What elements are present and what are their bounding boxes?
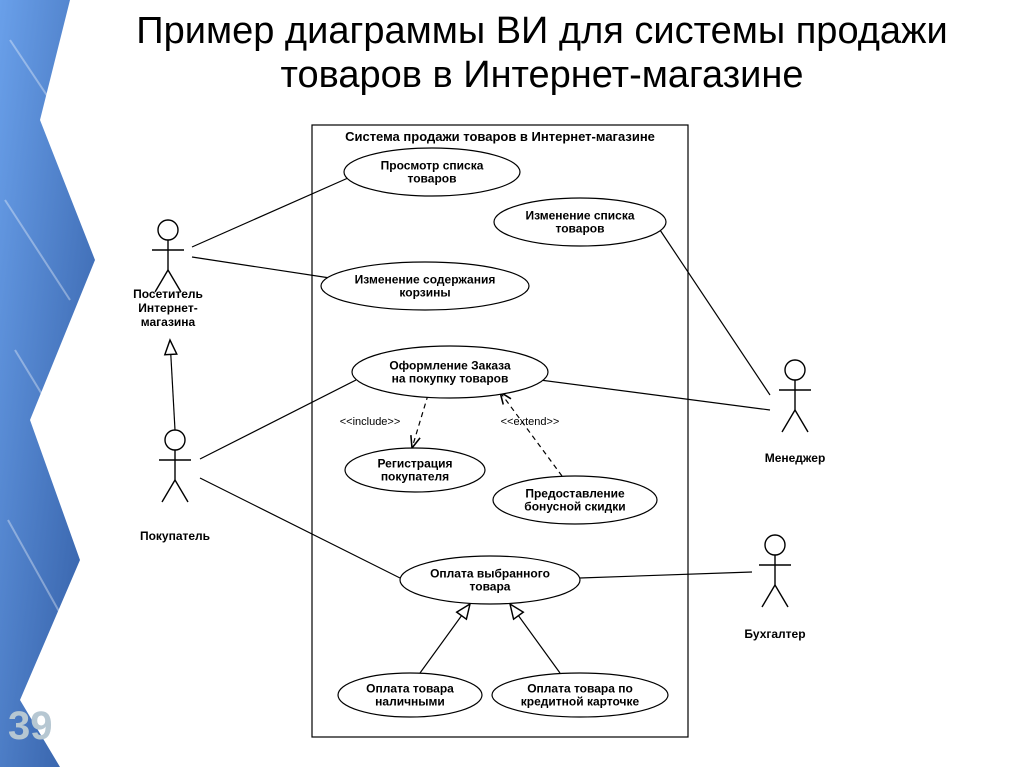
association-line (192, 178, 348, 247)
svg-text:Бухгалтер: Бухгалтер (744, 627, 805, 641)
svg-text:Предоставление: Предоставление (525, 487, 625, 501)
slide-title: Пример диаграммы ВИ для системы продажи … (120, 10, 964, 97)
dependency-line (412, 395, 428, 448)
association-line (192, 257, 330, 278)
svg-text:Изменение содержания: Изменение содержания (355, 273, 496, 287)
svg-text:Посетитель: Посетитель (133, 287, 203, 301)
svg-text:Покупатель: Покупатель (140, 529, 210, 543)
association-line (200, 380, 356, 459)
generalization-line (510, 604, 560, 673)
page-number: 39 (8, 704, 53, 749)
svg-text:Оплата товара по: Оплата товара по (527, 682, 633, 696)
svg-text:Просмотр списка: Просмотр списка (381, 159, 484, 173)
svg-text:Оформление Заказа: Оформление Заказа (389, 359, 511, 373)
svg-text:кредитной карточке: кредитной карточке (521, 695, 640, 709)
svg-text:Оплата товара: Оплата товара (366, 682, 454, 696)
svg-text:товара: товара (470, 580, 511, 594)
actor-accountant (759, 535, 791, 607)
svg-text:Интернет-: Интернет- (138, 301, 197, 315)
association-line (200, 478, 400, 578)
svg-text:товаров: товаров (556, 222, 605, 236)
slide: Пример диаграммы ВИ для системы продажи … (0, 0, 1024, 767)
svg-text:магазина: магазина (141, 315, 196, 329)
svg-text:Система продажи товаров в Инте: Система продажи товаров в Интернет-магаз… (345, 129, 655, 144)
actor-visitor (152, 220, 184, 292)
association-line (660, 230, 770, 395)
svg-text:Изменение списка: Изменение списка (525, 209, 634, 223)
svg-text:на покупку товаров: на покупку товаров (392, 372, 509, 386)
actor-customer (159, 430, 191, 502)
generalization-line (420, 604, 470, 673)
actor-generalization (170, 340, 175, 430)
svg-text:корзины: корзины (399, 286, 450, 300)
svg-text:Оплата выбранного: Оплата выбранного (430, 567, 550, 581)
use-case-diagram: Система продажи товаров в Интернет-магаз… (0, 0, 1024, 767)
svg-text:<<extend>>: <<extend>> (501, 416, 560, 428)
svg-text:Менеджер: Менеджер (765, 451, 826, 465)
svg-text:покупателя: покупателя (381, 470, 449, 484)
svg-text:наличными: наличными (375, 695, 445, 709)
svg-text:товаров: товаров (408, 172, 457, 186)
svg-text:бонусной скидки: бонусной скидки (524, 500, 625, 514)
association-line (580, 572, 752, 578)
svg-text:<<include>>: <<include>> (340, 416, 401, 428)
association-line (540, 380, 770, 410)
svg-text:Регистрация: Регистрация (377, 457, 452, 471)
actor-manager (779, 360, 811, 432)
dependency-line (500, 392, 562, 476)
